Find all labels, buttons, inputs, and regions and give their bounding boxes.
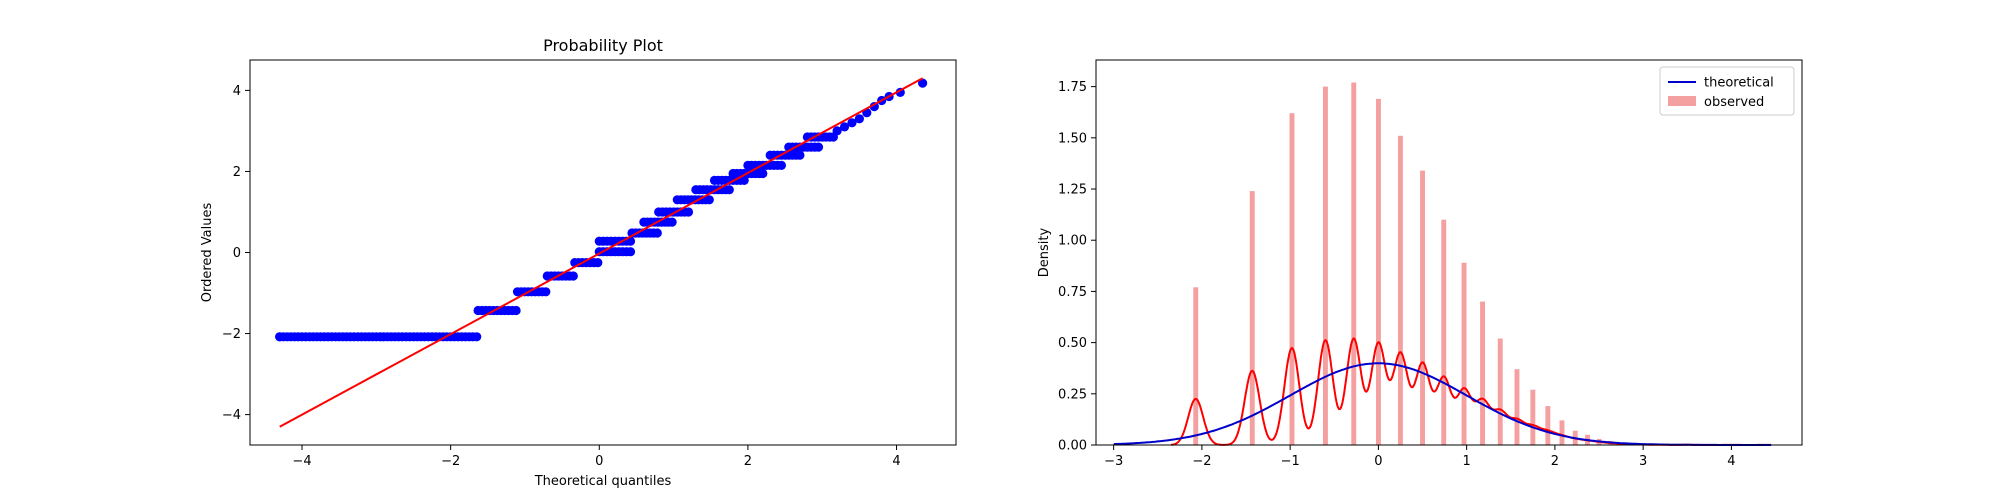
- histogram-bar: [1376, 98, 1381, 446]
- histogram-bar: [1480, 301, 1485, 445]
- ax2-x-tick-label: −2: [1192, 454, 1211, 469]
- data-point: [511, 305, 521, 316]
- histogram-bar: [1289, 113, 1295, 445]
- density-plot-bars: [1113, 82, 1772, 446]
- histogram-bar: [1193, 287, 1199, 445]
- ax1-x-tick-label: 2: [744, 454, 752, 469]
- histogram-bar: [1351, 82, 1357, 445]
- ax2-y-tick-label: 1.00: [1058, 234, 1087, 249]
- density-plot-x-ticks: −3 −2 −1 0 1 2 3 4: [1104, 445, 1736, 469]
- probability-plot-markers: [275, 77, 928, 428]
- ax1-x-tick-label: 0: [595, 454, 603, 469]
- ax2-x-tick-label: 4: [1727, 454, 1735, 469]
- histogram-bar: [1497, 338, 1503, 445]
- data-point: [593, 258, 603, 268]
- probability-plot-y-ticks: −4 −2 0 2 4: [222, 84, 250, 423]
- data-point: [869, 102, 879, 112]
- ax2-x-tick-label: 2: [1551, 454, 1559, 469]
- ax1-x-tick-label: −2: [441, 454, 460, 469]
- ax2-x-tick-label: −1: [1281, 454, 1300, 469]
- density-plot-y-axis-label: Density: [1037, 227, 1052, 277]
- data-point: [541, 287, 551, 297]
- data-point: [667, 217, 677, 227]
- ax1-y-tick-label: 4: [233, 84, 241, 99]
- ax2-y-tick-label: 1.75: [1058, 80, 1087, 95]
- probability-plot-x-ticks: −4 −2 0 2 4: [292, 445, 901, 469]
- ax1-y-tick-label: 2: [233, 165, 241, 180]
- data-point: [839, 122, 850, 132]
- histogram-bar: [1461, 262, 1467, 445]
- histogram-bar: [1323, 86, 1328, 445]
- histogram-bar: [1420, 170, 1425, 445]
- probability-plot-x-axis-label: Theoretical quantiles: [534, 474, 672, 489]
- ax1-y-tick-label: −2: [222, 327, 241, 342]
- data-point: [758, 168, 768, 179]
- data-point: [568, 271, 578, 281]
- ax2-y-tick-label: 0.50: [1058, 336, 1087, 351]
- density-plot-frame: [1095, 59, 1803, 446]
- ax1-y-tick-label: 0: [233, 246, 241, 261]
- histogram-bar: [1398, 135, 1403, 446]
- ax2-y-tick-label: 0.00: [1058, 439, 1087, 454]
- data-point: [795, 150, 805, 160]
- histogram-bar: [1530, 389, 1536, 445]
- data-point: [704, 195, 714, 205]
- ax2-x-tick-label: 1: [1463, 454, 1471, 469]
- data-point: [832, 126, 842, 136]
- data-point: [472, 332, 482, 342]
- density-plot-y-ticks: 0.00 0.25 0.50 0.75 1.00 1.25 1.50 1.75: [1058, 80, 1096, 454]
- density-plot-legend: theoretical observed: [1659, 66, 1795, 116]
- histogram-bar: [1559, 420, 1565, 445]
- data-point: [847, 118, 857, 128]
- ax1-x-tick-label: −4: [292, 454, 311, 469]
- data-point: [652, 228, 662, 238]
- data-point: [739, 175, 749, 185]
- data-point: [683, 207, 694, 217]
- legend-theoretical-label: theoretical: [1704, 76, 1774, 91]
- ax1-x-tick-label: 4: [892, 454, 900, 469]
- data-point: [625, 247, 636, 257]
- fit-line: [279, 77, 924, 428]
- histogram-bar: [1545, 406, 1551, 445]
- data-point: [854, 114, 865, 124]
- data-point: [776, 160, 787, 170]
- observed-density-curve: [1170, 337, 1772, 446]
- ax2-y-tick-label: 0.75: [1058, 285, 1087, 300]
- probability-plot-y-axis-label: Ordered Values: [200, 203, 215, 303]
- histogram-bar: [1441, 219, 1447, 445]
- ax2-x-tick-label: 0: [1374, 454, 1382, 469]
- probability-plot-title: Probability Plot: [543, 36, 663, 55]
- legend-observed-label: observed: [1704, 95, 1764, 110]
- ax2-x-tick-label: 3: [1639, 454, 1647, 469]
- data-point: [724, 185, 734, 195]
- histogram-bar: [1514, 369, 1520, 445]
- ax2-y-tick-label: 0.25: [1058, 387, 1087, 402]
- density-plot-axes: −3 −2 −1 0 1 2 3 4 0.00 0.25 0.50 0.75 1.00 1.25 1.50…: [1037, 59, 1803, 469]
- probability-plot-axes: Probability Plot −4 −2 0 2 4 −4 −2 0 2 4 Theoret…: [200, 36, 957, 489]
- data-point: [813, 142, 824, 152]
- ax2-y-tick-label: 1.50: [1058, 131, 1087, 146]
- ax2-x-tick-label: −3: [1104, 454, 1123, 469]
- legend-observed-swatch: [1668, 96, 1696, 106]
- ax1-y-tick-label: −4: [222, 408, 241, 423]
- histogram-bar: [1249, 191, 1255, 445]
- ax2-y-tick-label: 1.25: [1058, 183, 1087, 198]
- data-point: [918, 78, 928, 88]
- data-point: [275, 332, 285, 342]
